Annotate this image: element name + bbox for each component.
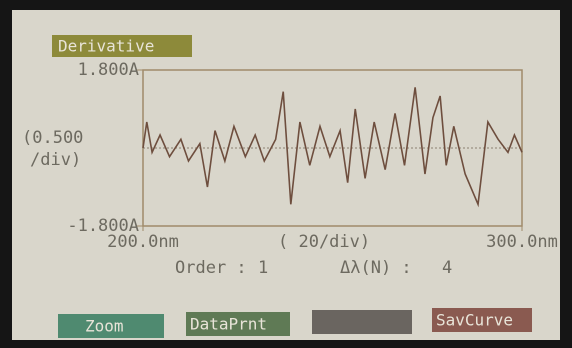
button[interactable] bbox=[312, 310, 412, 334]
button-label[interactable]: Zoom bbox=[85, 317, 124, 336]
y-label: /div) bbox=[30, 150, 81, 170]
x-tick-label: 300.0nm bbox=[486, 232, 558, 252]
page: Derivative (0.500 /div) ( 20/div) Order … bbox=[0, 0, 572, 348]
x-tick-label: 200.0nm bbox=[107, 232, 179, 252]
y-tick-label: 1.800A bbox=[78, 60, 139, 80]
y-label: (0.500 bbox=[22, 128, 83, 148]
lambda-label: Δλ(N) : bbox=[340, 258, 412, 278]
button-label[interactable]: SavCurve bbox=[436, 311, 513, 330]
button-label[interactable]: DataPrnt bbox=[190, 315, 267, 334]
lambda-value: 4 bbox=[442, 258, 452, 278]
order-value: 1 bbox=[258, 258, 268, 278]
screen: Derivative (0.500 /div) ( 20/div) Order … bbox=[0, 0, 572, 348]
order-label: Order : bbox=[175, 258, 247, 278]
x-label: ( 20/div) bbox=[278, 232, 370, 252]
chart-title: Derivative bbox=[58, 37, 154, 56]
